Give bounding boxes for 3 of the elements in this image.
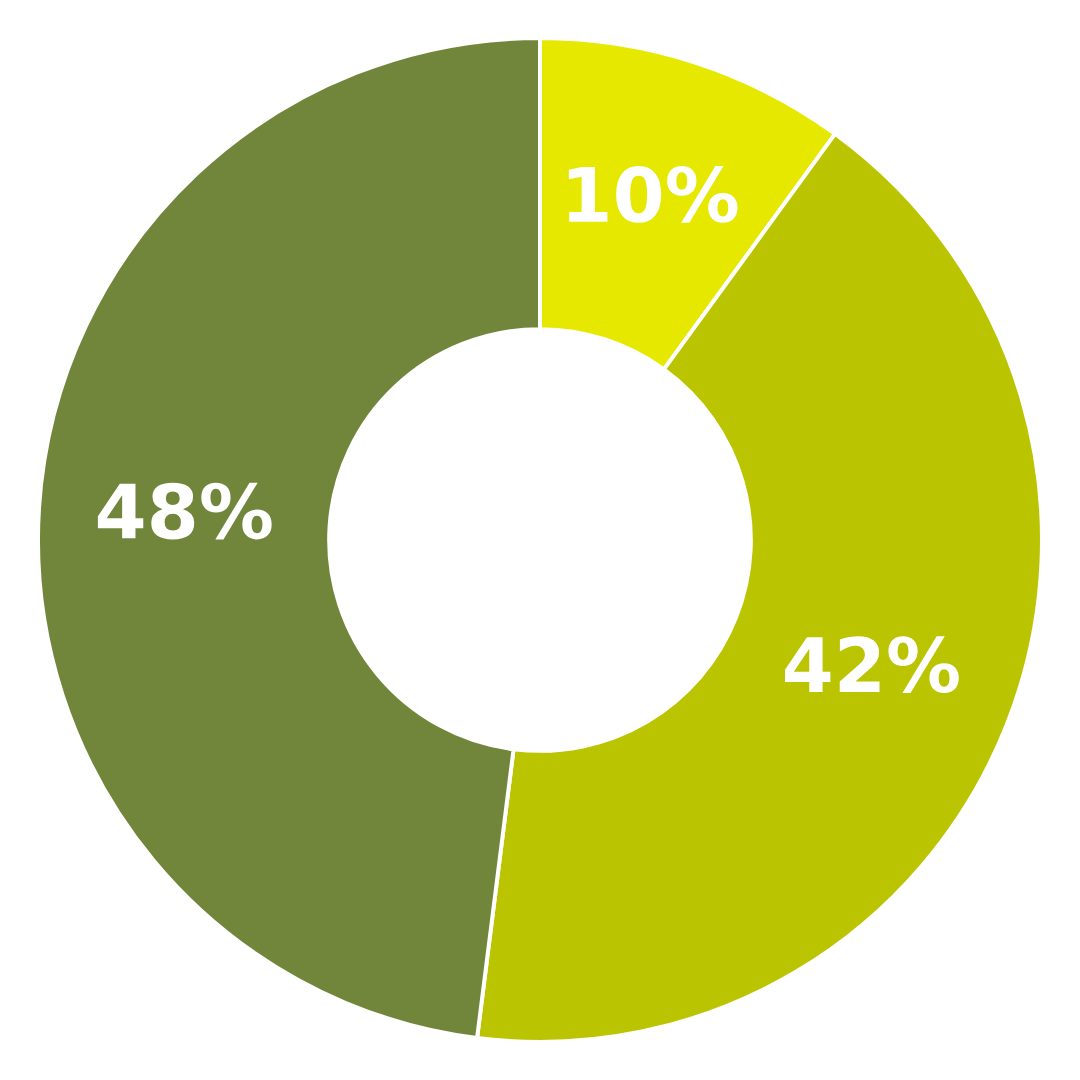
data-label: 42% (785, 636, 959, 693)
data-label: 48% (97, 482, 272, 540)
data-label: 10% (568, 166, 738, 223)
